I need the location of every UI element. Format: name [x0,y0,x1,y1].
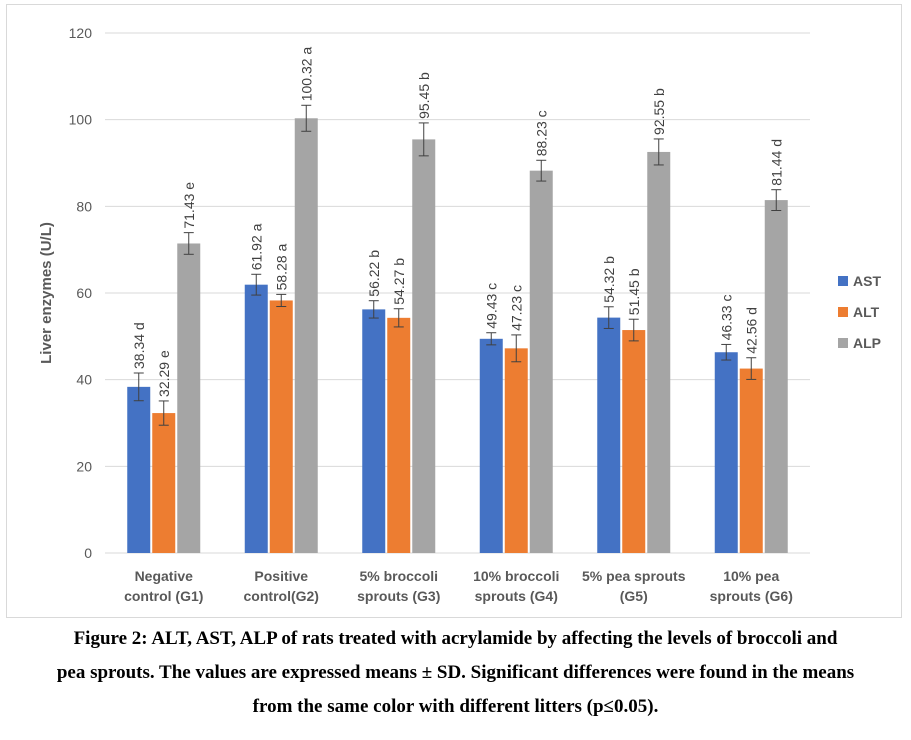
bar-alp [177,243,201,553]
bar-ast [597,317,621,553]
figure-caption: Figure 2: ALT, AST, ALP of rats treated … [0,622,911,724]
y-axis-label: Liver enzymes (U/L) [38,222,55,364]
legend-swatch-alp [838,338,848,348]
x-tick-label: 5% broccoli [359,568,438,584]
data-label: 54.27 b [391,258,407,305]
legend-label: AST [853,273,881,289]
bar-alp [412,139,436,553]
x-tick-label: control (G1) [124,588,203,604]
legend-label: ALP [853,335,881,351]
bar-ast [362,309,386,553]
x-tick-label: 5% pea sprouts [582,568,686,584]
bar-ast [244,284,268,553]
bar-ast [127,386,151,553]
x-tick-label: (G5) [620,588,648,604]
data-label: 100.32 a [298,47,314,102]
data-label: 47.23 c [508,285,524,331]
caption-line-1: Figure 2: ALT, AST, ALP of rats treated … [73,628,838,649]
x-tick-label: sprouts (G6) [710,588,793,604]
data-label: 88.23 c [533,110,549,156]
x-tick-label: control(G2) [244,588,319,604]
y-tick-label: 40 [76,372,92,388]
bar-alp [764,200,788,554]
x-tick-label: Negative [135,568,194,584]
bar-alt [269,300,293,553]
data-label: 51.45 b [626,268,642,315]
y-tick-label: 0 [84,545,92,561]
data-label: 49.43 c [483,283,499,329]
bar-alt [739,368,763,553]
x-tick-label: sprouts (G3) [357,588,440,604]
bar-ast [714,352,738,553]
data-label: 58.28 a [273,243,289,290]
data-label: 46.33 c [718,294,734,340]
y-tick-label: 60 [76,285,92,301]
bar-ast [479,338,503,553]
bar-chart: 0 20 40 60 80 100 120 Liver enzymes (U/L) Negati… [38,25,881,604]
data-label: 32.29 e [156,350,172,397]
data-label: 42.56 d [743,307,759,354]
legend-swatch-ast [838,276,848,286]
legend-swatch-alt [838,307,848,317]
bar-alp [647,151,671,553]
x-tick-label: sprouts (G4) [475,588,558,604]
y-tick-label: 80 [76,198,92,214]
data-label: 56.22 b [366,250,382,297]
bar-alt [152,413,176,553]
data-label: 61.92 a [248,223,264,270]
y-tick-label: 120 [69,25,93,41]
x-tick-label: Positive [254,568,308,584]
data-label: 81.44 d [768,139,784,186]
legend-label: ALT [853,304,880,320]
data-label: 54.32 b [601,256,617,303]
bar-alp [294,118,318,553]
bar-alt [387,317,411,553]
data-label: 92.55 b [651,88,667,135]
bar-alt [622,330,646,553]
caption-line-3: from the same color with different litte… [252,696,659,717]
caption-line-2: pea sprouts. The values are expressed me… [56,662,855,683]
y-tick-label: 100 [69,112,93,128]
y-tick-label: 20 [76,458,92,474]
data-label: 38.34 d [131,322,147,369]
data-label: 71.43 e [181,182,197,229]
bar-alt [504,348,528,553]
x-tick-label: 10% broccoli [473,568,559,584]
bar-alp [529,170,553,554]
x-tick-label: 10% pea [723,568,779,584]
data-label: 95.45 b [416,72,432,119]
